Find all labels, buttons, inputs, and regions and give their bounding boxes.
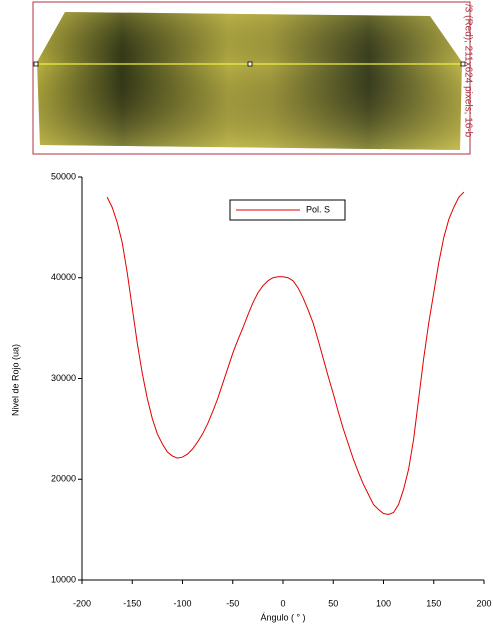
y-tick-label: 20000 (51, 474, 76, 484)
y-tick-label: 50000 (51, 171, 76, 181)
series-line (106, 191, 465, 516)
x-tick-label: 50 (328, 598, 338, 608)
legend-label: Pol. S (306, 204, 330, 214)
x-tick-label: 150 (426, 598, 441, 608)
handle[interactable] (33, 61, 39, 67)
x-tick-label: 100 (376, 598, 391, 608)
x-tick-label: -200 (73, 598, 91, 608)
y-tick-label: 40000 (51, 272, 76, 282)
y-axis-label: Nivel de Rojo (ua) (10, 344, 20, 416)
y-tick-label: 10000 (51, 574, 76, 584)
handle[interactable] (460, 61, 466, 67)
x-tick-label: 0 (280, 598, 285, 608)
x-tick-label: 200 (476, 598, 491, 608)
x-tick-label: -150 (123, 598, 141, 608)
y-tick-label: 30000 (51, 373, 76, 383)
x-tick-label: -50 (226, 598, 239, 608)
image-shade (37, 12, 462, 150)
image-frame (32, 1, 471, 155)
x-axis-label: Ángulo ( ° ) (260, 612, 305, 622)
handle[interactable] (247, 61, 253, 67)
x-tick-label: -100 (173, 598, 191, 608)
image-caption: /3 (Red); 211x624 pixels; 16-b (462, 4, 473, 138)
